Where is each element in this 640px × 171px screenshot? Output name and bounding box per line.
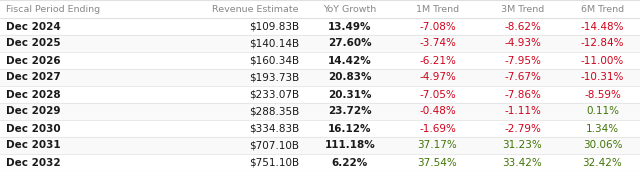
Text: $707.10B: $707.10B xyxy=(249,141,299,150)
Bar xyxy=(0,52,640,69)
Text: 3M Trend: 3M Trend xyxy=(501,4,544,14)
Text: Dec 2031: Dec 2031 xyxy=(6,141,61,150)
Bar xyxy=(0,103,640,120)
Text: -6.21%: -6.21% xyxy=(419,56,456,65)
Text: -7.95%: -7.95% xyxy=(504,56,541,65)
Text: Dec 2029: Dec 2029 xyxy=(6,107,61,116)
Text: -1.11%: -1.11% xyxy=(504,107,541,116)
Text: 27.60%: 27.60% xyxy=(328,38,372,49)
Text: 37.17%: 37.17% xyxy=(418,141,458,150)
Text: Dec 2024: Dec 2024 xyxy=(6,22,61,31)
Text: 33.42%: 33.42% xyxy=(502,157,542,168)
Text: -7.08%: -7.08% xyxy=(419,22,456,31)
Text: 32.42%: 32.42% xyxy=(582,157,622,168)
Text: 30.06%: 30.06% xyxy=(583,141,622,150)
Text: 37.54%: 37.54% xyxy=(418,157,458,168)
Text: 20.31%: 20.31% xyxy=(328,89,372,100)
Text: 1.34%: 1.34% xyxy=(586,123,619,134)
Text: Dec 2032: Dec 2032 xyxy=(6,157,61,168)
Text: 31.23%: 31.23% xyxy=(502,141,542,150)
Text: 111.18%: 111.18% xyxy=(324,141,376,150)
Text: Fiscal Period Ending: Fiscal Period Ending xyxy=(6,4,100,14)
Bar xyxy=(0,137,640,154)
Text: -4.93%: -4.93% xyxy=(504,38,541,49)
Bar xyxy=(0,35,640,52)
Text: 13.49%: 13.49% xyxy=(328,22,372,31)
Text: Dec 2030: Dec 2030 xyxy=(6,123,61,134)
Text: -12.84%: -12.84% xyxy=(580,38,624,49)
Text: -8.62%: -8.62% xyxy=(504,22,541,31)
Text: -10.31%: -10.31% xyxy=(581,73,624,82)
Text: $334.83B: $334.83B xyxy=(249,123,299,134)
Bar xyxy=(0,0,640,18)
Text: -7.67%: -7.67% xyxy=(504,73,541,82)
Text: -0.48%: -0.48% xyxy=(419,107,456,116)
Text: Dec 2026: Dec 2026 xyxy=(6,56,61,65)
Text: 6M Trend: 6M Trend xyxy=(581,4,624,14)
Text: YoY Growth: YoY Growth xyxy=(323,4,376,14)
Text: 20.83%: 20.83% xyxy=(328,73,372,82)
Text: Revenue Estimate: Revenue Estimate xyxy=(212,4,299,14)
Text: 14.42%: 14.42% xyxy=(328,56,372,65)
Text: $751.10B: $751.10B xyxy=(249,157,299,168)
Text: -2.79%: -2.79% xyxy=(504,123,541,134)
Text: 0.11%: 0.11% xyxy=(586,107,619,116)
Text: $233.07B: $233.07B xyxy=(249,89,299,100)
Text: -7.86%: -7.86% xyxy=(504,89,541,100)
Text: -14.48%: -14.48% xyxy=(580,22,624,31)
Bar xyxy=(0,154,640,171)
Text: -3.74%: -3.74% xyxy=(419,38,456,49)
Text: 23.72%: 23.72% xyxy=(328,107,372,116)
Text: -11.00%: -11.00% xyxy=(581,56,624,65)
Bar xyxy=(0,18,640,35)
Bar xyxy=(0,86,640,103)
Text: 16.12%: 16.12% xyxy=(328,123,372,134)
Text: -8.59%: -8.59% xyxy=(584,89,621,100)
Text: -1.69%: -1.69% xyxy=(419,123,456,134)
Text: -4.97%: -4.97% xyxy=(419,73,456,82)
Text: $140.14B: $140.14B xyxy=(249,38,299,49)
Text: Dec 2028: Dec 2028 xyxy=(6,89,61,100)
Text: $193.73B: $193.73B xyxy=(249,73,299,82)
Text: Dec 2025: Dec 2025 xyxy=(6,38,61,49)
Text: 1M Trend: 1M Trend xyxy=(416,4,459,14)
Text: 6.22%: 6.22% xyxy=(332,157,368,168)
Text: Dec 2027: Dec 2027 xyxy=(6,73,61,82)
Bar xyxy=(0,69,640,86)
Text: -7.05%: -7.05% xyxy=(419,89,456,100)
Text: $109.83B: $109.83B xyxy=(249,22,299,31)
Text: $160.34B: $160.34B xyxy=(249,56,299,65)
Text: $288.35B: $288.35B xyxy=(249,107,299,116)
Bar xyxy=(0,120,640,137)
